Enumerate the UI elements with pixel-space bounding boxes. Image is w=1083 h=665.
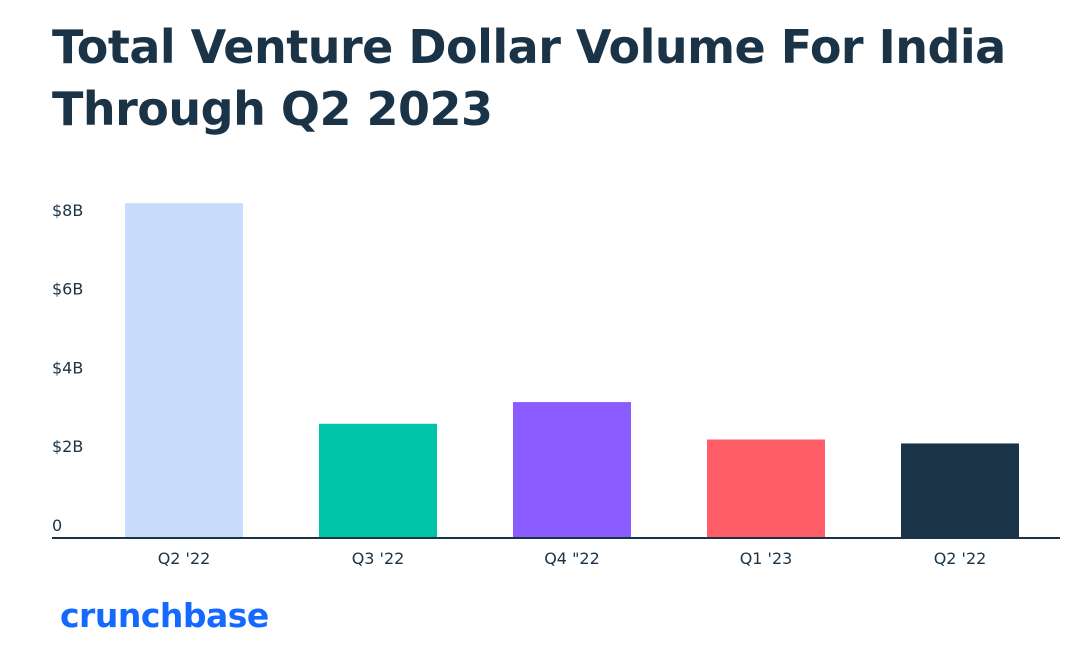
- x-category-label: Q4 "22: [544, 549, 600, 568]
- x-category-label: Q1 '23: [740, 549, 793, 568]
- y-tick-label: $6B: [52, 280, 83, 299]
- y-tick-label: $2B: [52, 437, 83, 456]
- bar: [707, 439, 825, 538]
- y-axis-tick-labels: 0 $2B $4B $6B $8B: [52, 201, 83, 535]
- bar: [513, 402, 631, 538]
- y-tick-label: $4B: [52, 358, 83, 377]
- y-tick-label: 0: [52, 516, 62, 535]
- x-axis-category-labels: Q2 '22 Q3 '22 Q4 "22 Q1 '23 Q2 '22: [158, 549, 987, 568]
- chart-title-line-1: Total Venture Dollar Volume For India: [52, 20, 1006, 74]
- chart-title-line-2: Through Q2 2023: [52, 82, 493, 136]
- bar: [319, 423, 437, 538]
- bar: [901, 443, 1019, 538]
- y-tick-label: $8B: [52, 201, 83, 220]
- x-category-label: Q3 '22: [352, 549, 405, 568]
- chart-title: Total Venture Dollar Volume For India Th…: [52, 16, 1052, 140]
- x-category-label: Q2 '22: [934, 549, 987, 568]
- bars: [125, 203, 1019, 538]
- bar: [125, 203, 243, 538]
- x-category-label: Q2 '22: [158, 549, 211, 568]
- crunchbase-logo: crunchbase: [60, 596, 269, 635]
